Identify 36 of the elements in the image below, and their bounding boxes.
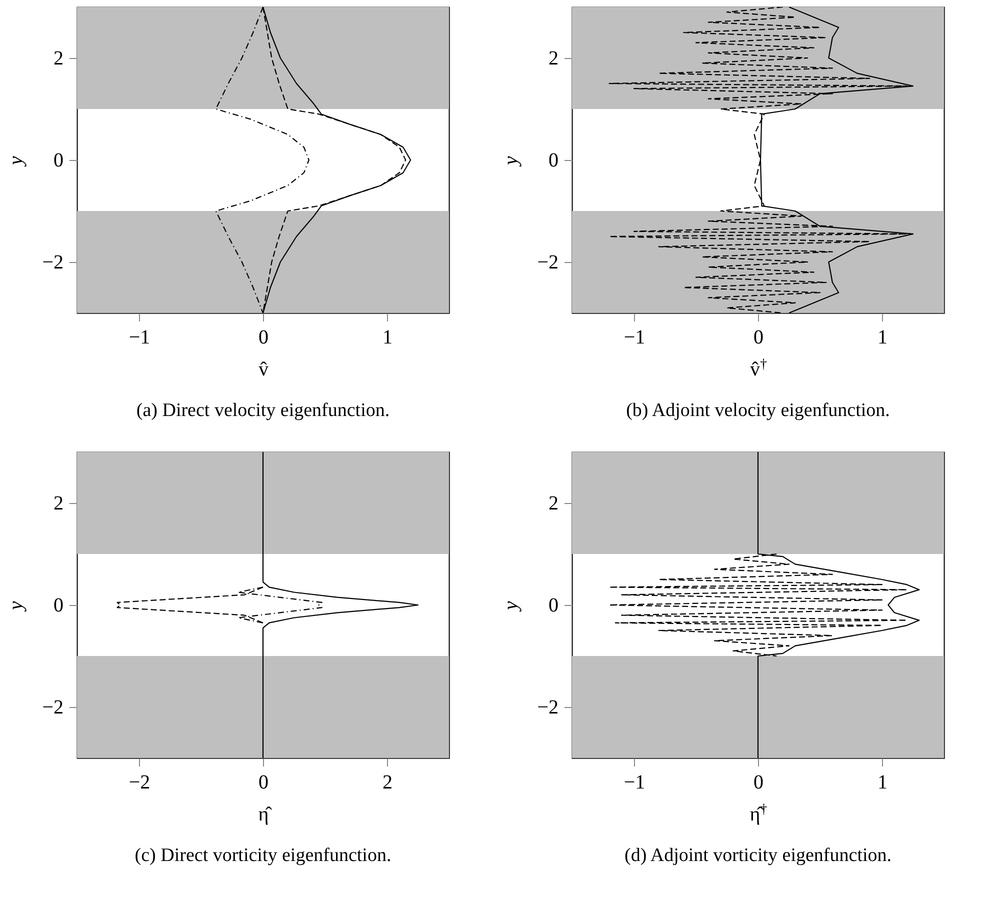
x-tick-label: 0	[258, 326, 268, 348]
x-axis-title: η̂	[258, 804, 273, 826]
x-tick-label: 0	[754, 772, 764, 794]
y-axis-title: y	[5, 600, 28, 612]
y-tick-label: 2	[548, 492, 558, 514]
x-axis-title: η̂$^{†}$	[750, 802, 768, 826]
y-axis-title: y	[500, 156, 522, 167]
y-tick-label: 2	[54, 48, 64, 70]
y-tick-label: 2	[548, 48, 558, 70]
x-tick-label: 1	[878, 326, 888, 348]
x-tick-label: −1	[128, 326, 150, 348]
y-tick-label: 0	[54, 150, 64, 172]
y-axis-title: y	[500, 600, 522, 612]
x-tick-label: 1	[382, 326, 392, 348]
x-tick-label: 2	[382, 772, 392, 794]
x-tick-label: 1	[878, 772, 888, 794]
y-tick-label: −2	[42, 696, 64, 718]
y-tick-label: 0	[54, 594, 64, 616]
y-tick-label: 0	[548, 150, 558, 172]
text: (a) Direct velocity eigenfunction.	[136, 400, 390, 421]
x-tick-label: −2	[128, 772, 150, 794]
x-axis-title: v̂	[258, 358, 268, 380]
y-axis-title: y	[5, 156, 28, 167]
text: (c) Direct vorticity eigenfunction.	[134, 845, 392, 866]
x-tick-label: 0	[258, 772, 268, 794]
y-tick-label: 0	[548, 594, 558, 616]
x-tick-label: 0	[754, 326, 764, 348]
y-tick-label: −2	[537, 696, 558, 718]
text: (b) Adjoint velocity eigenfunction.	[626, 400, 890, 421]
y-tick-label: 2	[54, 492, 64, 514]
x-tick-label: −1	[624, 772, 646, 794]
y-tick-label: −2	[537, 252, 558, 274]
x-axis-title: v̂$^{†}$	[750, 357, 767, 380]
y-tick-label: −2	[42, 252, 64, 274]
x-tick-label: −1	[624, 326, 646, 348]
text: (d) Adjoint vorticity eigenfunction.	[624, 845, 892, 866]
